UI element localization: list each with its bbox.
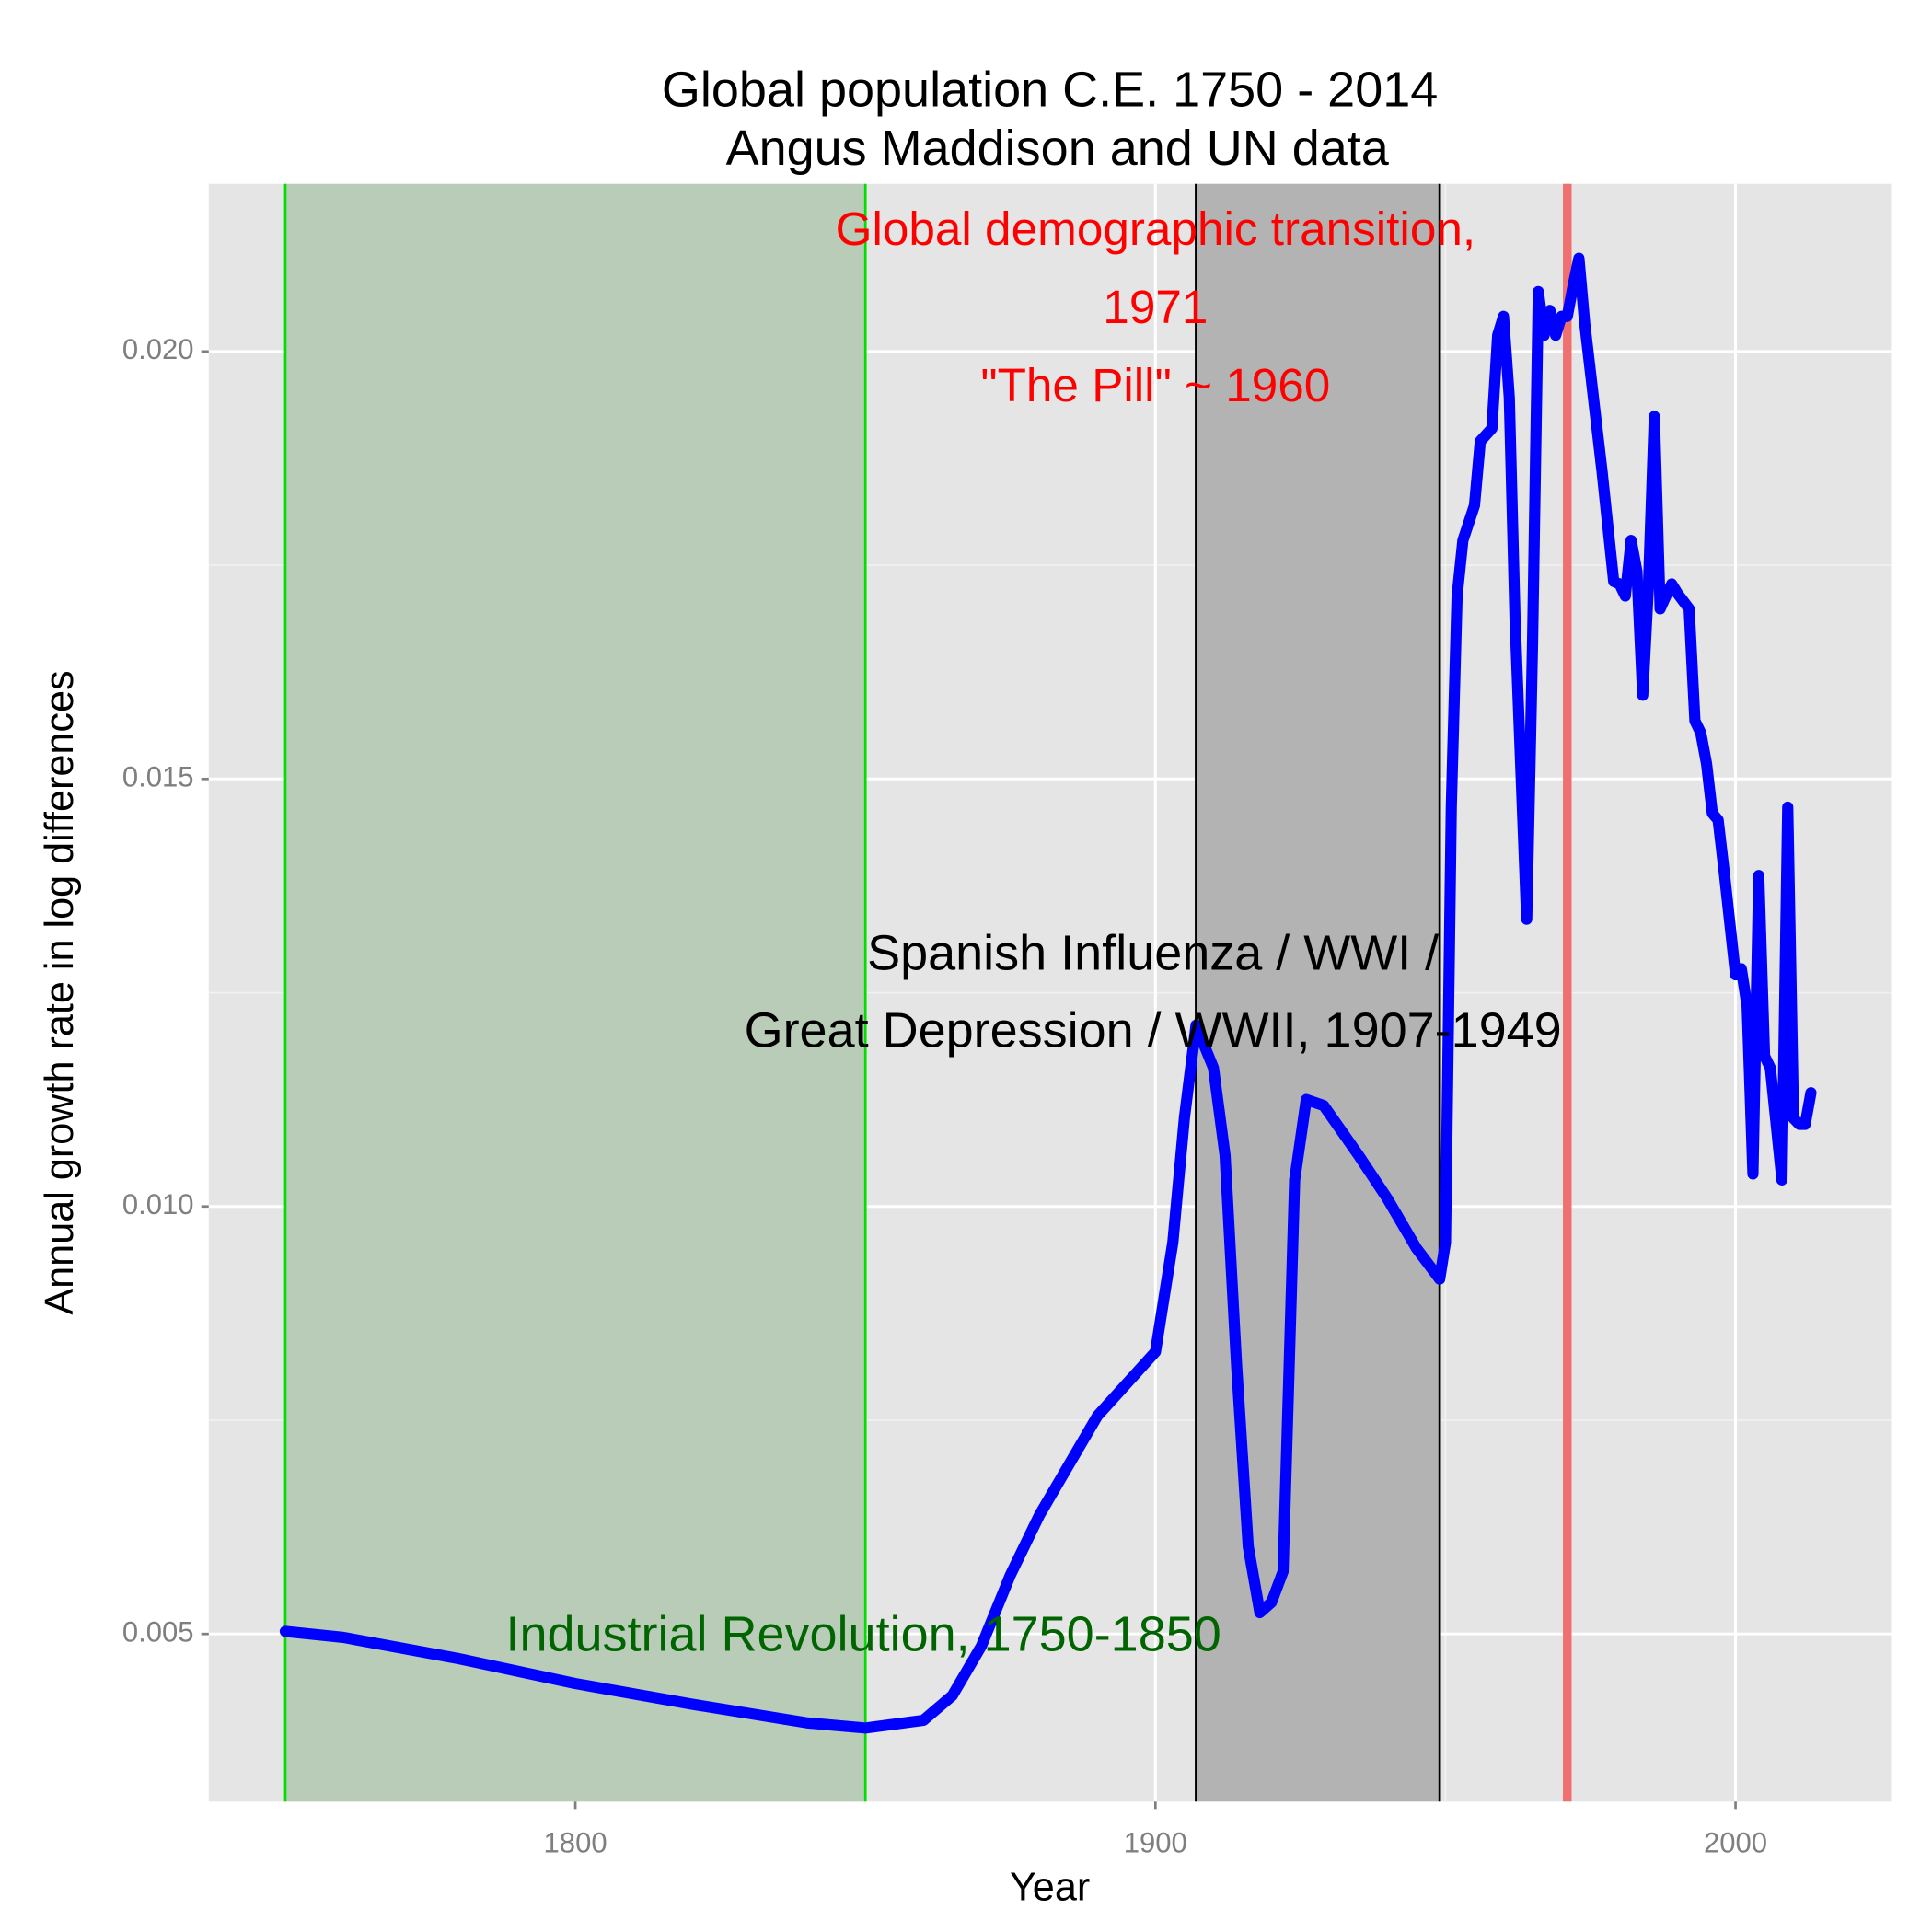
annotation: Great Depression / WWII, 1907-1949 <box>745 1002 1562 1058</box>
annotation: 1971 <box>1103 281 1208 333</box>
annotation: "The Pill" ~ 1960 <box>980 359 1330 411</box>
chart-subtitle: Angus Maddison and UN data <box>726 121 1390 176</box>
x-axis-title: Year <box>1010 1866 1090 1910</box>
chart-title: Global population C.E. 1750 - 2014 <box>662 63 1438 118</box>
y-tick-label: 0.005 <box>122 1615 194 1648</box>
y-axis-title: Annual growth rate in log differences <box>38 670 82 1314</box>
data-line <box>279 252 1817 1734</box>
shaded-region <box>1196 183 1440 1802</box>
x-tick-label: 2000 <box>1704 1827 1767 1859</box>
x-tick-label: 1900 <box>1124 1827 1187 1859</box>
y-tick-label: 0.020 <box>122 333 194 365</box>
y-tick-label: 0.010 <box>122 1188 194 1221</box>
foreground-layer: 0.005 0.010 0.015 0.020 1800 1900 2000 Global d… <box>122 183 1817 1859</box>
annotation: Industrial Revolution, 1750-1850 <box>505 1606 1221 1661</box>
annotation: Spanish Influenza / WWI / <box>867 926 1439 981</box>
y-tick-label: 0.015 <box>122 760 194 792</box>
x-tick-label: 1800 <box>544 1827 607 1859</box>
annotation: Global demographic transition, <box>836 202 1476 255</box>
shaded-region <box>284 183 866 1802</box>
